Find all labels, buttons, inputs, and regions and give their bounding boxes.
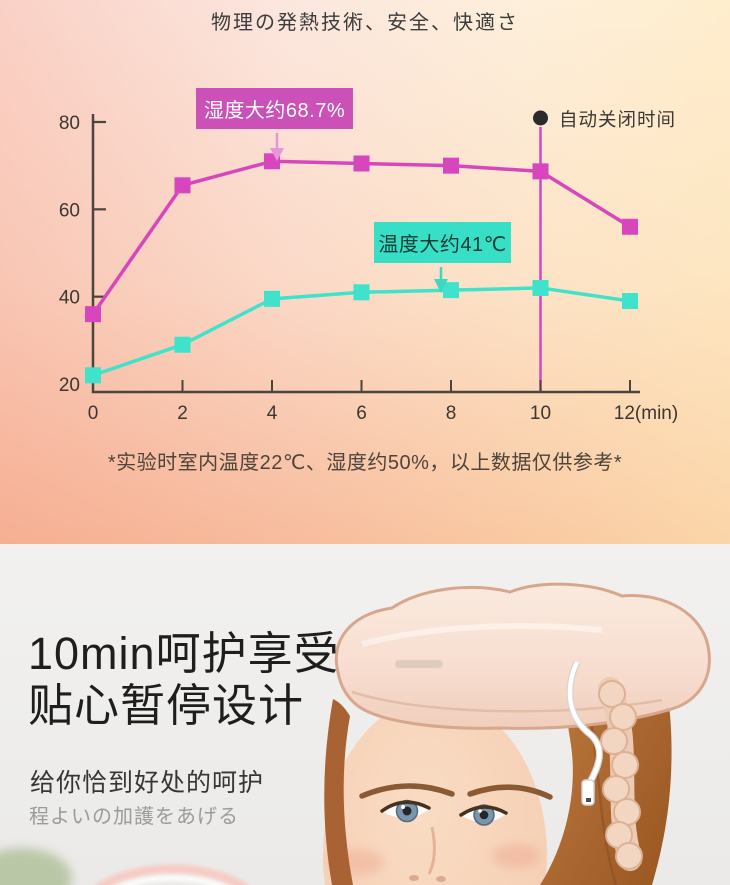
humidity-callout: 湿度大约68.7% (196, 88, 353, 129)
left-eye (380, 799, 431, 823)
temperature-humidity-chart: 20 40 60 80 0 2 4 6 8 10 12(min) 自动关闭时间 (59, 109, 678, 424)
nostril (436, 876, 446, 882)
temperature-callout: 温度大约41℃ (374, 222, 511, 263)
svg-text:40: 40 (59, 288, 80, 309)
headline-line1: 10min呵护享受 (28, 628, 340, 679)
feature-section: 10min呵护享受 贴心暂停设计 给你恰到好处的呵护 程よいの加護をあげる (0, 544, 730, 885)
svg-text:0: 0 (88, 403, 99, 424)
auto-off-label: 自动关闭时间 (559, 109, 676, 130)
mask-sheen (361, 623, 603, 647)
subtitle-cn: 给你恰到好处的呵护 (30, 769, 265, 797)
hair-left-strand (324, 699, 353, 885)
section-title: 物理の発熱技術、安全、快適さ (211, 12, 519, 34)
svg-text:4: 4 (267, 403, 278, 424)
right-cheek-blush (492, 844, 540, 868)
chart-plot-area: 20 40 60 80 0 2 4 6 8 10 12(min) (59, 113, 678, 424)
headline: 10min呵护享受 贴心暂停设计 (28, 628, 340, 732)
svg-text:20: 20 (59, 375, 80, 396)
pink-pillow-edge (95, 864, 249, 885)
svg-text:12(min): 12(min) (614, 403, 678, 424)
svg-text:2: 2 (177, 403, 188, 424)
temperature-arrow-icon (434, 267, 448, 293)
connector-port (586, 798, 591, 802)
auto-off-dot-icon (533, 110, 548, 126)
chart-section: 物理の発熱技術、安全、快適さ 20 40 60 80 0 2 4 6 8 10 12(min) 自动… (0, 0, 730, 544)
svg-text:80: 80 (59, 113, 80, 134)
right-eyebrow (467, 784, 553, 800)
svg-text:8: 8 (446, 403, 457, 424)
humidity-arrow-icon (270, 133, 284, 161)
mask-strap (598, 677, 643, 871)
nostril (409, 875, 419, 881)
right-eye (459, 804, 508, 826)
nose (427, 826, 436, 875)
svg-text:60: 60 (59, 200, 80, 221)
headline-line2: 贴心暂停设计 (28, 680, 305, 731)
left-eyebrow (359, 783, 455, 799)
mask-logo (395, 660, 443, 668)
model-photo (0, 544, 730, 885)
usb-cable (566, 660, 603, 806)
chart-footnote: *实验时室内温度22℃、湿度约50%，以上数据仅供参考* (107, 452, 623, 474)
chart-axes (91, 114, 640, 394)
svg-text:6: 6 (356, 403, 367, 424)
subtitle-jp: 程よいの加護をあげる (29, 806, 239, 828)
svg-text:10: 10 (530, 403, 551, 424)
plant-blob (0, 848, 72, 885)
